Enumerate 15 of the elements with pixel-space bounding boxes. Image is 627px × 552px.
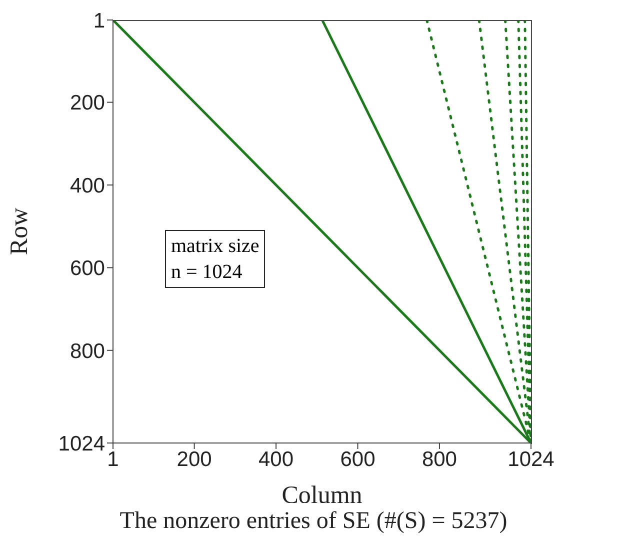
y-tick-label: 200	[70, 92, 105, 115]
x-tick-label: 800	[422, 448, 457, 471]
y-tick-label: 800	[70, 340, 105, 363]
text: The nonzero entries of SE (#(S) = 5237)	[118, 508, 508, 535]
x-tick-label: 1024	[508, 448, 555, 471]
x-tick-label: 600	[340, 448, 376, 471]
y-tick-label: 400	[70, 174, 105, 198]
y-tick-label: 600	[70, 257, 105, 280]
y-tick-label: 1024	[58, 432, 106, 456]
y-tick-label: 1	[93, 9, 105, 32]
x-axis-title: Column	[282, 482, 363, 509]
y-axis-title: Row	[6, 208, 33, 256]
x-tick-label: 200	[176, 448, 212, 471]
x-tick-label: 400	[258, 448, 294, 471]
annotation: matrix size n = 1024	[171, 234, 260, 285]
